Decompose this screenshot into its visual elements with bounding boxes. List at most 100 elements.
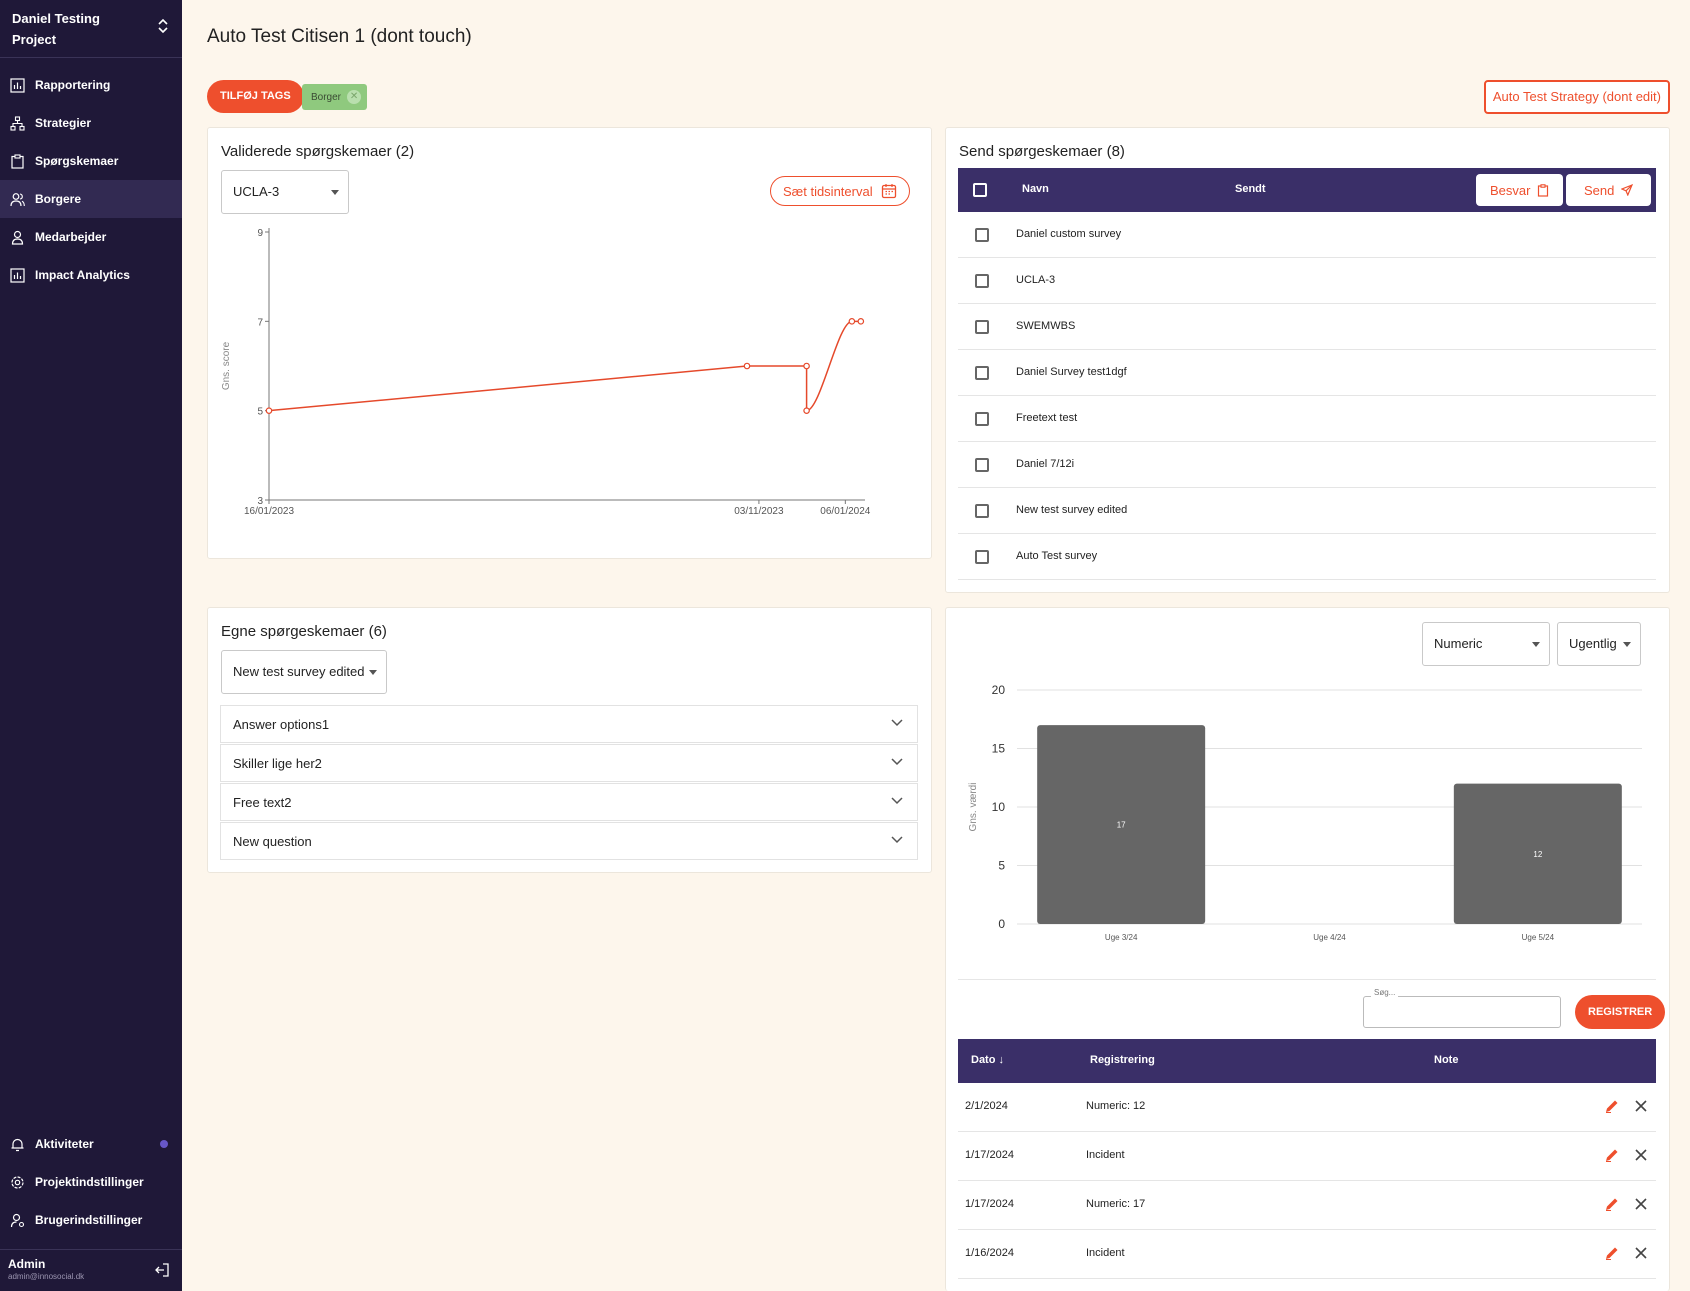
send-survey-row[interactable]: Daniel custom survey bbox=[958, 212, 1656, 258]
hierarchy-icon bbox=[10, 115, 25, 131]
row-checkbox[interactable] bbox=[975, 320, 989, 334]
chevron-down-icon bbox=[891, 719, 903, 727]
close-icon[interactable] bbox=[1635, 1149, 1647, 1161]
tag-chip: Borger ✕ bbox=[302, 84, 368, 110]
sidebar-item-brugerindstillinger[interactable]: Brugerindstillinger bbox=[0, 1201, 182, 1239]
row-checkbox[interactable] bbox=[975, 274, 989, 288]
row-checkbox[interactable] bbox=[975, 366, 989, 380]
data-point[interactable] bbox=[743, 362, 751, 370]
question-accordion[interactable]: Answer options1 bbox=[220, 705, 918, 743]
set-interval-button[interactable]: Sæt tidsinterval bbox=[770, 176, 910, 206]
survey-name: Daniel 7/12i bbox=[1016, 458, 1075, 470]
y-tick-label: 3 bbox=[257, 496, 263, 507]
search-input[interactable] bbox=[1363, 996, 1561, 1028]
select-all-checkbox[interactable] bbox=[973, 183, 987, 197]
pencil-icon[interactable] bbox=[1604, 1098, 1620, 1114]
sidebar-item-label: Strategier bbox=[35, 116, 92, 130]
select-value: UCLA-3 bbox=[233, 184, 280, 199]
tag-label: Borger bbox=[311, 91, 342, 103]
sidebar-item-strategier[interactable]: Strategier bbox=[0, 104, 182, 142]
y-tick-label: 5 bbox=[998, 859, 1005, 873]
caret-down-icon bbox=[1532, 642, 1540, 647]
sidebar-item-projektindstillinger[interactable]: Projektindstillinger bbox=[0, 1163, 182, 1201]
validated-survey-select[interactable]: UCLA-3 bbox=[221, 170, 349, 214]
registration-date: 1/17/2024 bbox=[965, 1198, 1014, 1210]
send-survey-row[interactable]: SWEMWBS bbox=[958, 304, 1656, 350]
row-checkbox[interactable] bbox=[975, 550, 989, 564]
remove-tag-icon[interactable]: ✕ bbox=[347, 90, 362, 104]
user-panel: Admin admin@innosocial.dk bbox=[0, 1249, 182, 1291]
registration-row: 1/16/2024 Incident bbox=[958, 1230, 1656, 1279]
sidebar-item-medarbejder[interactable]: Medarbejder bbox=[0, 218, 182, 256]
row-checkbox[interactable] bbox=[975, 504, 989, 518]
data-point[interactable] bbox=[265, 407, 273, 414]
sidebar-item-rapportering[interactable]: Rapportering bbox=[0, 66, 182, 104]
registration-type-select[interactable]: Numeric bbox=[1422, 622, 1550, 666]
sidebar-item-label: Brugerindstillinger bbox=[35, 1213, 143, 1227]
select-value: Ugentlig bbox=[1569, 636, 1617, 651]
send-survey-row[interactable]: Freetext test bbox=[958, 396, 1656, 442]
send-button[interactable]: Send bbox=[1566, 174, 1652, 206]
set-interval-label: Sæt tidsinterval bbox=[783, 183, 873, 199]
question-accordion[interactable]: New question bbox=[220, 822, 918, 860]
send-table-header: Navn Sendt Besvar Send bbox=[958, 168, 1656, 212]
row-checkbox[interactable] bbox=[975, 228, 989, 242]
question-accordion[interactable]: Free text2 bbox=[220, 783, 918, 821]
logout-icon[interactable] bbox=[154, 1262, 170, 1278]
send-survey-row[interactable]: New test survey edited bbox=[958, 488, 1656, 534]
period-select[interactable]: Ugentlig bbox=[1557, 622, 1641, 666]
registration-date: 1/16/2024 bbox=[965, 1247, 1014, 1259]
registration-value: Incident bbox=[1086, 1247, 1125, 1259]
validated-surveys-title: Validerede spørgskemaer (2) bbox=[221, 143, 415, 160]
chevron-down-icon bbox=[891, 836, 903, 844]
close-icon[interactable] bbox=[1635, 1198, 1647, 1210]
report-icon bbox=[10, 77, 25, 93]
column-header-date[interactable]: Dato ↓ bbox=[971, 1054, 1004, 1066]
sidebar-item-spoergskemaer[interactable]: Spørgskemaer bbox=[0, 142, 182, 180]
bar[interactable] bbox=[1453, 783, 1622, 924]
bell-icon bbox=[11, 1138, 24, 1151]
survey-name: Auto Test survey bbox=[1016, 550, 1098, 562]
select-value: New test survey edited bbox=[233, 664, 365, 679]
project-switcher[interactable]: Daniel Testing Project bbox=[0, 0, 182, 58]
close-icon[interactable] bbox=[1635, 1247, 1647, 1259]
send-survey-row[interactable]: Daniel 7/12i bbox=[958, 442, 1656, 488]
own-survey-select[interactable]: New test survey edited bbox=[221, 650, 387, 694]
column-header-note: Note bbox=[1434, 1054, 1459, 1066]
question-label: Answer options1 bbox=[233, 717, 330, 732]
row-checkbox[interactable] bbox=[975, 458, 989, 472]
notification-dot bbox=[160, 1140, 168, 1148]
users-icon bbox=[10, 192, 25, 206]
y-tick-label: 0 bbox=[998, 917, 1005, 931]
pencil-icon[interactable] bbox=[1604, 1245, 1620, 1261]
register-button[interactable]: REGISTRER bbox=[1575, 995, 1666, 1029]
strategy-button[interactable]: Auto Test Strategy (dont edit) bbox=[1483, 80, 1670, 114]
row-checkbox[interactable] bbox=[975, 412, 989, 426]
y-tick-label: 10 bbox=[992, 800, 1006, 814]
pencil-icon[interactable] bbox=[1604, 1196, 1620, 1212]
y-tick-label: 5 bbox=[257, 407, 263, 418]
data-point[interactable] bbox=[857, 318, 865, 325]
user-name: Admin bbox=[8, 1257, 46, 1271]
question-label: Skiller lige her2 bbox=[233, 756, 322, 771]
send-label: Send bbox=[1584, 182, 1615, 198]
pencil-icon[interactable] bbox=[1604, 1147, 1620, 1163]
sidebar-item-label: Impact Analytics bbox=[35, 268, 130, 282]
registrations-bar-chart: 0 5 10 15 20 Gns. værdi 17 Uge 3/24 Uge 4/24 12 Ug… bbox=[968, 683, 1642, 942]
sidebar: Daniel Testing Project Rapportering Stra… bbox=[0, 0, 182, 1291]
sidebar-item-impact-analytics[interactable]: Impact Analytics bbox=[0, 256, 182, 294]
send-survey-row[interactable]: UCLA-3 bbox=[958, 258, 1656, 304]
data-point[interactable] bbox=[803, 407, 810, 414]
data-point[interactable] bbox=[848, 318, 856, 325]
close-icon[interactable] bbox=[1635, 1100, 1647, 1112]
sidebar-item-borgere[interactable]: Borgere bbox=[0, 180, 182, 218]
question-accordion[interactable]: Skiller lige her2 bbox=[220, 744, 918, 782]
sidebar-item-aktiviteter[interactable]: Aktiviteter bbox=[0, 1125, 182, 1163]
bar[interactable] bbox=[1037, 725, 1206, 924]
send-survey-row[interactable]: Auto Test survey bbox=[958, 534, 1656, 580]
sidebar-item-label: Borgere bbox=[35, 192, 82, 206]
answer-button[interactable]: Besvar bbox=[1476, 174, 1564, 206]
add-tags-button[interactable]: TILFØJ TAGS bbox=[207, 80, 304, 113]
send-survey-row[interactable]: Daniel Survey test1dgf bbox=[958, 350, 1656, 396]
data-point[interactable] bbox=[803, 362, 810, 370]
